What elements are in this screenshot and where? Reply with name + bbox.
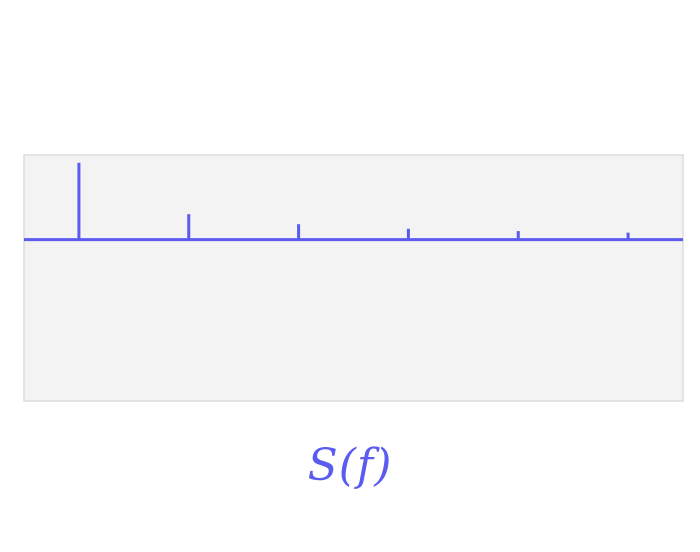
plot-panel [23, 154, 684, 402]
chart-caption: S(f) [307, 440, 393, 491]
